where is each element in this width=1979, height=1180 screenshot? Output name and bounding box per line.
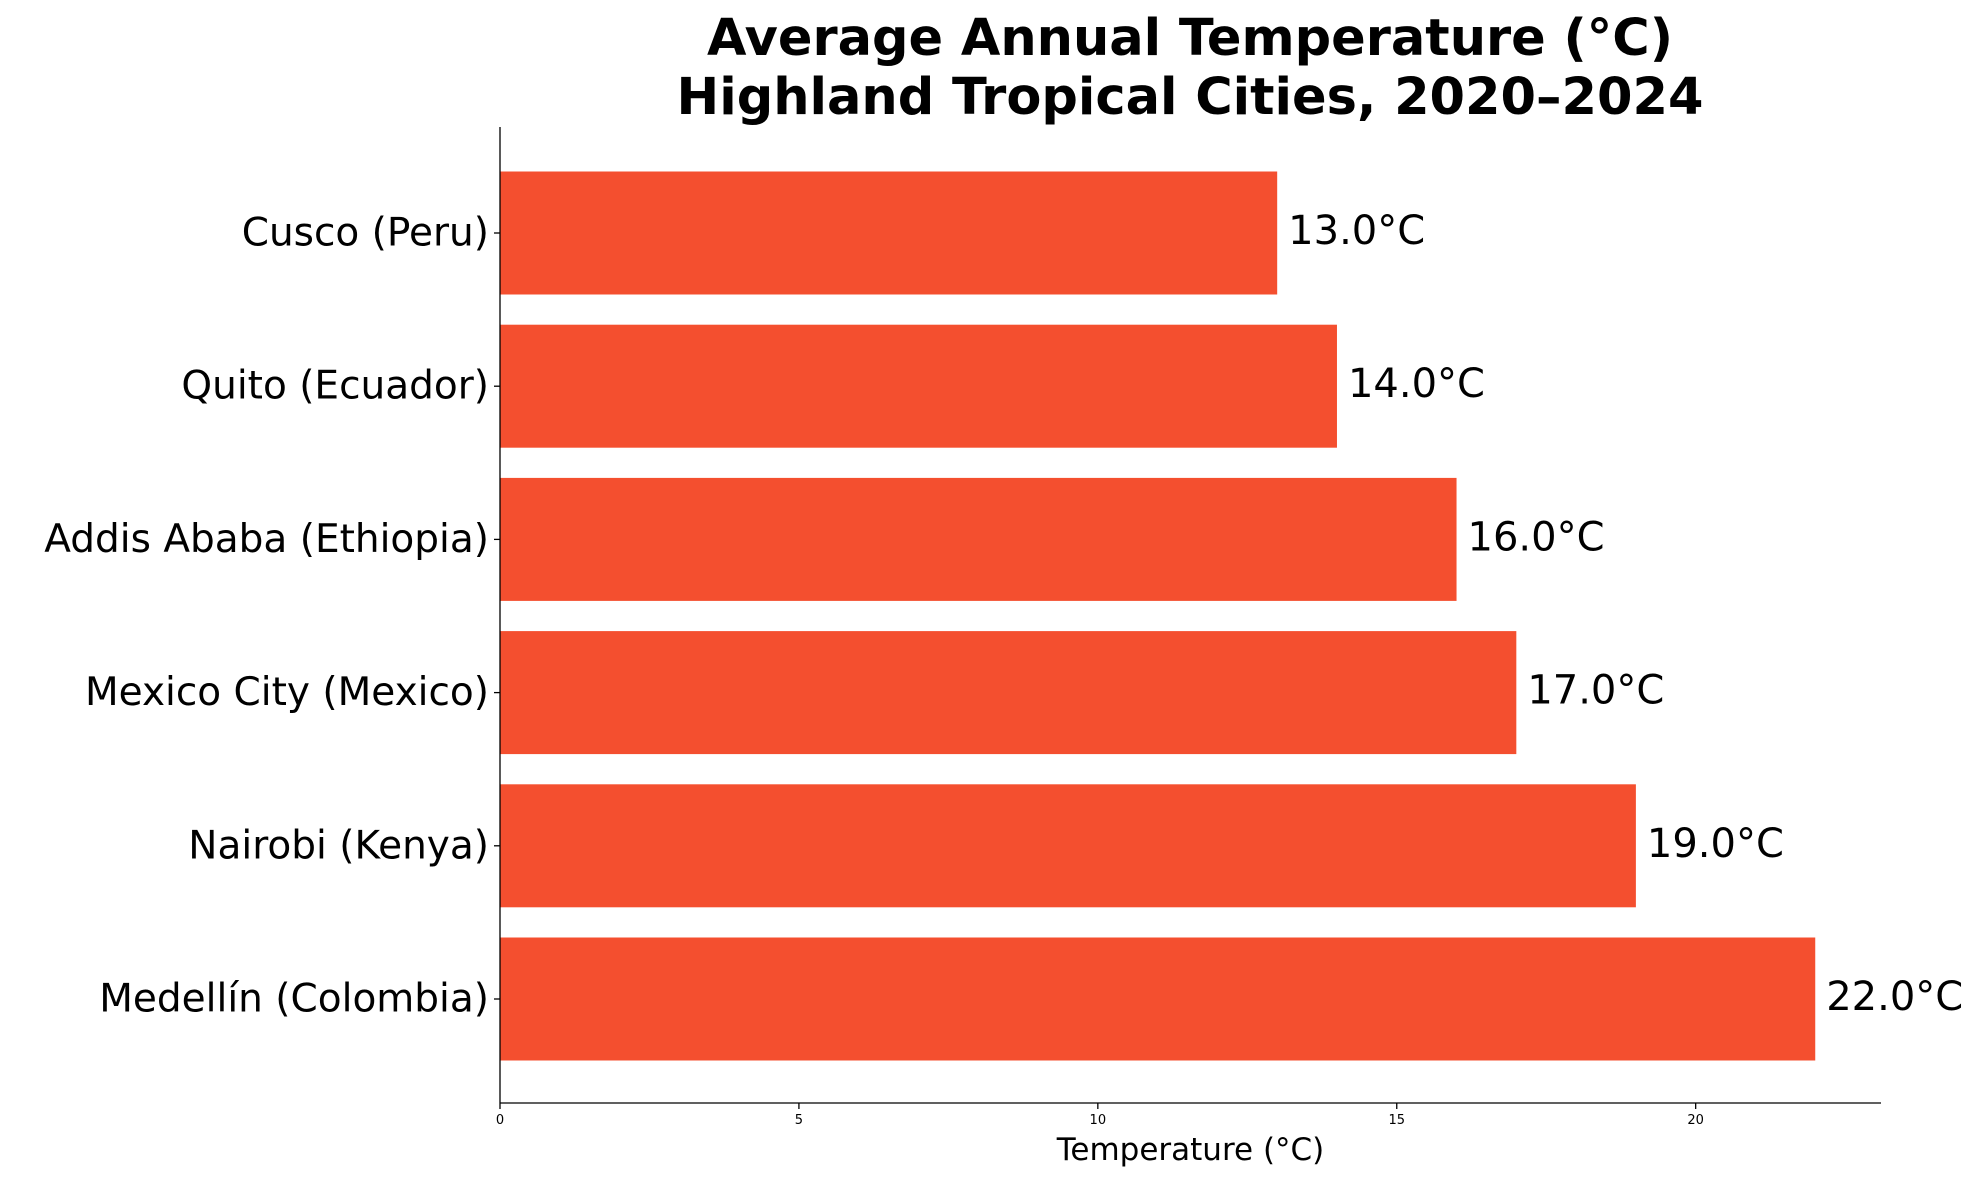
bars-group bbox=[500, 171, 1816, 1061]
x-tick-label-0: 0 bbox=[496, 1113, 504, 1128]
x-tick-label-3: 15 bbox=[1388, 1113, 1405, 1128]
chart-title-line-1: Average Annual Temperature (°C) bbox=[707, 9, 1673, 68]
value-label-3: 17.0°C bbox=[1527, 668, 1664, 714]
bar-0 bbox=[500, 171, 1278, 295]
y-tick-label-2: Addis Ababa (Ethiopia) bbox=[44, 517, 489, 562]
x-tick-label-2: 10 bbox=[1090, 1113, 1107, 1128]
x-tick-label-1: 5 bbox=[795, 1113, 803, 1128]
y-tick-label-5: Medellín (Colombia) bbox=[99, 977, 489, 1022]
bar-2 bbox=[500, 477, 1457, 601]
chart-title-line-2: Highland Tropical Cities, 2020–2024 bbox=[677, 68, 1704, 127]
value-label-1: 14.0°C bbox=[1348, 361, 1485, 407]
x-axis-label: Temperature (°C) bbox=[1056, 1132, 1325, 1168]
bar-3 bbox=[500, 631, 1517, 755]
y-tick-label-3: Mexico City (Mexico) bbox=[85, 670, 489, 715]
value-label-5: 22.0°C bbox=[1826, 974, 1963, 1020]
x-ticks: 0 5 10 15 20 bbox=[496, 1103, 1704, 1128]
value-label-0: 13.0°C bbox=[1288, 208, 1425, 254]
value-label-4: 19.0°C bbox=[1647, 821, 1784, 867]
value-labels: 13.0°C 14.0°C 16.0°C 17.0°C 19.0°C 22.0°C bbox=[1288, 208, 1963, 1020]
chart-title: Average Annual Temperature (°C) Highland… bbox=[677, 9, 1704, 127]
bar-5 bbox=[500, 937, 1816, 1061]
bar-4 bbox=[500, 784, 1636, 908]
x-tick-label-4: 20 bbox=[1687, 1113, 1704, 1128]
y-tick-label-4: Nairobi (Kenya) bbox=[188, 823, 489, 868]
value-label-2: 16.0°C bbox=[1468, 514, 1605, 560]
y-tick-label-1: Quito (Ecuador) bbox=[181, 364, 489, 409]
y-tick-labels: Cusco (Peru) Quito (Ecuador) Addis Ababa (… bbox=[44, 211, 500, 1022]
bar-1 bbox=[500, 324, 1337, 448]
y-tick-label-0: Cusco (Peru) bbox=[242, 211, 489, 256]
